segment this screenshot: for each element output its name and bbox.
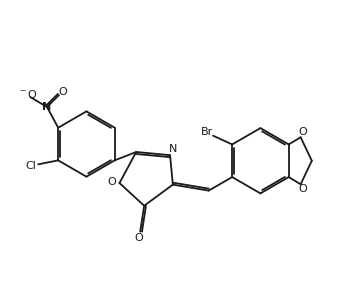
Text: N: N	[169, 144, 177, 154]
Text: O: O	[135, 233, 143, 243]
Text: O: O	[59, 87, 67, 97]
Text: N: N	[42, 102, 52, 112]
Text: O: O	[107, 177, 116, 187]
Text: O: O	[299, 184, 308, 194]
Text: Br: Br	[201, 127, 214, 137]
Text: O: O	[299, 128, 308, 137]
Text: $^-$O: $^-$O	[18, 88, 38, 100]
Text: Cl: Cl	[25, 160, 36, 170]
